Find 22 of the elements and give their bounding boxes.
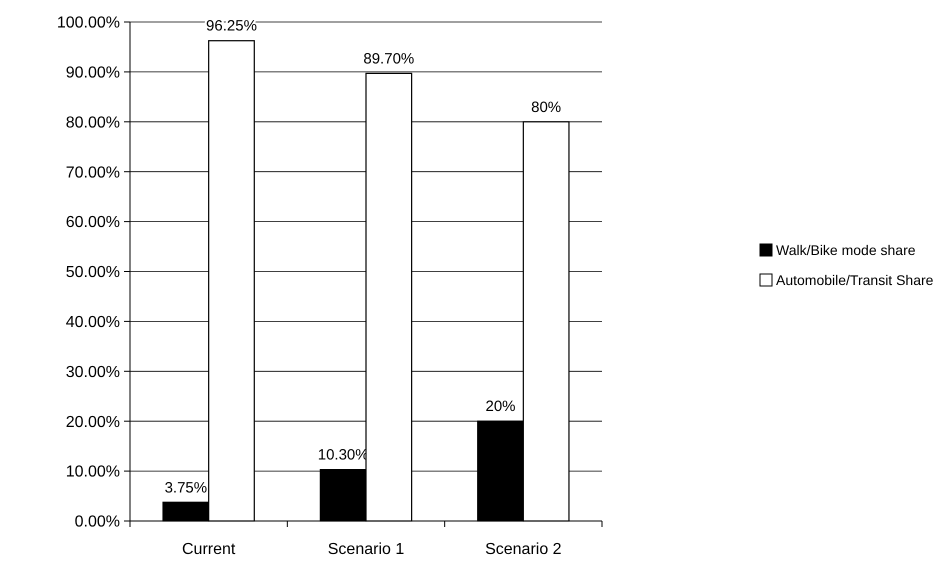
x-tick-label: Scenario 2	[485, 541, 562, 558]
x-tick-label: Current	[182, 541, 236, 558]
legend-label: Automobile/Transit Share	[776, 272, 934, 288]
y-tick-label: 30.00%	[66, 364, 120, 381]
y-tick-label: 100.00%	[56, 14, 120, 32]
data-label: 80%	[531, 98, 562, 116]
y-tick-label: 70.00%	[66, 164, 120, 182]
y-tick-label: 0.00%	[74, 514, 120, 531]
x-tick-label: Scenario 1	[328, 541, 404, 558]
y-tick-label: 20.00%	[66, 414, 120, 431]
data-label: 10.30%	[318, 446, 369, 464]
y-tick-label: 80.00%	[66, 114, 120, 132]
y-tick-label: 10.00%	[66, 464, 120, 481]
legend-label: Walk/Bike mode share	[776, 242, 916, 258]
data-label: 3.75%	[164, 479, 208, 496]
y-tick-label: 50.00%	[66, 264, 120, 282]
y-tick-label: 60.00%	[66, 214, 120, 232]
data-label: 96.25%	[206, 18, 257, 35]
y-tick-label: 40.00%	[66, 314, 120, 331]
data-label: 89.70%	[363, 50, 414, 68]
data-label: 20%	[486, 398, 516, 416]
y-tick-label: 90.00%	[66, 64, 120, 82]
